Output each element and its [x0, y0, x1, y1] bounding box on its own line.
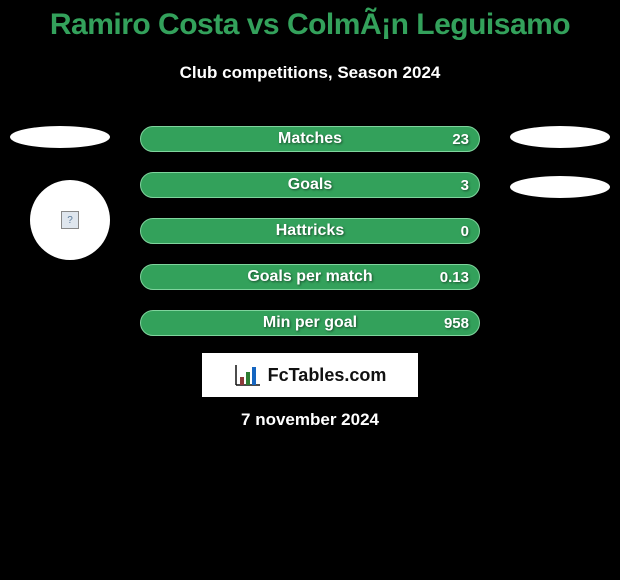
logo-text: FcTables.com — [268, 365, 387, 386]
stat-label: Hattricks — [276, 222, 344, 240]
logo-bars-svg — [234, 363, 262, 387]
logo-box: FcTables.com — [202, 353, 418, 397]
right-team-ellipse-1 — [510, 126, 610, 148]
player-photo-placeholder: ? — [30, 180, 110, 260]
stat-row: Goals 3 — [140, 172, 480, 198]
stat-value: 0.13 — [440, 269, 469, 286]
logo-chart-icon — [234, 363, 262, 387]
stat-value: 0 — [461, 223, 469, 240]
stat-row: Hattricks 0 — [140, 218, 480, 244]
stat-row: Goals per match 0.13 — [140, 264, 480, 290]
right-team-ellipse-2 — [510, 176, 610, 198]
stat-label: Goals — [288, 176, 332, 194]
stat-label: Goals per match — [247, 268, 372, 286]
page-title: Ramiro Costa vs ColmÃ¡n Leguisamo — [0, 8, 620, 42]
stat-value: 3 — [461, 177, 469, 194]
stat-label: Matches — [278, 130, 342, 148]
date-text: 7 november 2024 — [0, 410, 620, 430]
page-subtitle: Club competitions, Season 2024 — [0, 63, 620, 83]
stat-label: Min per goal — [263, 314, 357, 332]
left-team-ellipse — [10, 126, 110, 148]
stat-row: Min per goal 958 — [140, 310, 480, 336]
stat-value: 23 — [452, 131, 469, 148]
stat-row: Matches 23 — [140, 126, 480, 152]
stat-value: 958 — [444, 315, 469, 332]
broken-image-icon: ? — [61, 211, 79, 229]
